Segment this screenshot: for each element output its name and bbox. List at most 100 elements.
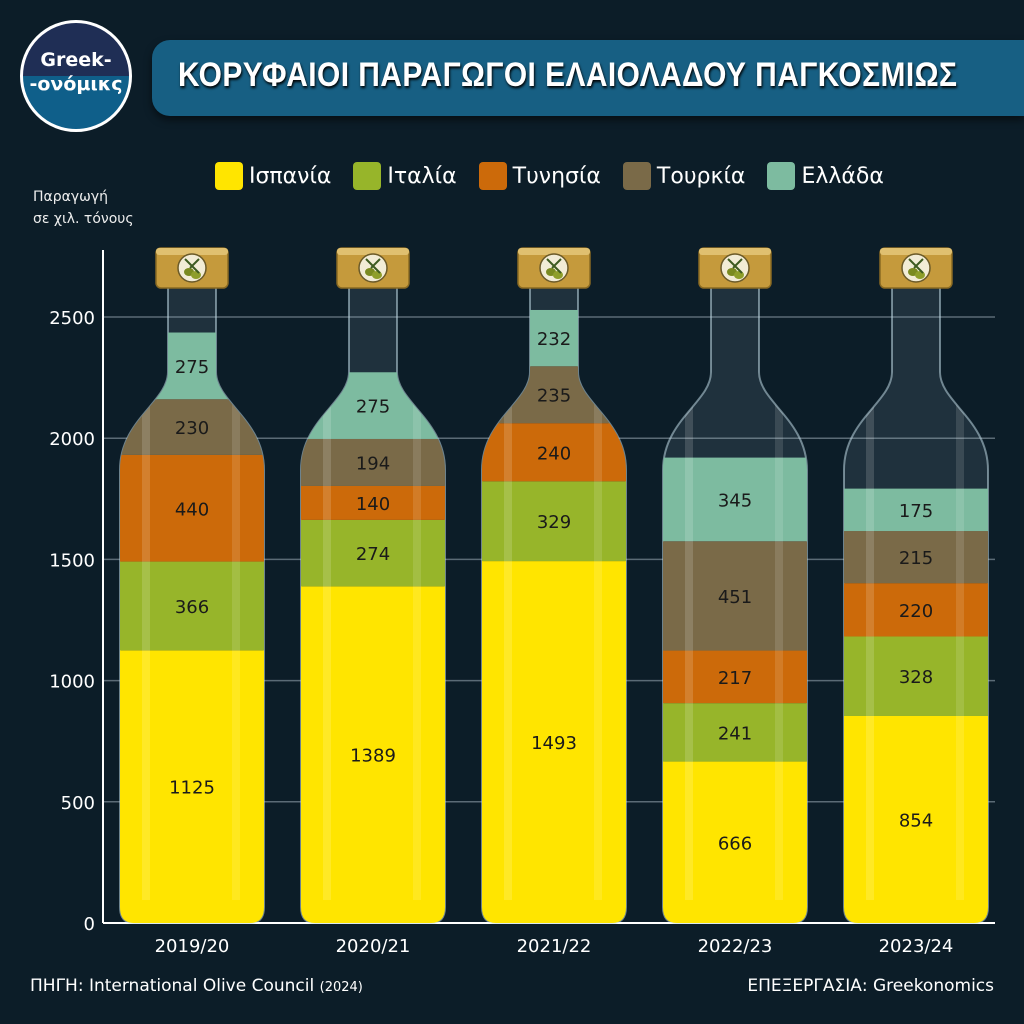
bottle-bar: 1125 366 440 230 275 — [119, 247, 265, 924]
legend-label: Τουρκία — [656, 163, 746, 189]
legend-item: Τουρκία — [622, 162, 746, 190]
x-tick-label: 2022/23 — [698, 936, 773, 957]
legend-swatch — [622, 162, 651, 190]
bar-segment — [301, 586, 445, 923]
y-tick-label: 500 — [61, 793, 95, 814]
legend-item: Ιταλία — [353, 162, 457, 190]
bottle-bar: 1493 329 240 235 232 — [481, 247, 627, 924]
logo-line2: -ονόμικς — [29, 73, 123, 95]
x-tick-label: 2020/21 — [336, 936, 411, 957]
page-title: ΚΟΡΥΦΑΙΟΙ ΠΑΡΑΓΩΓΟΙ ΕΛΑΙΟΛΑΔΟΥ ΠΑΓΚΟΣΜΙΩ… — [178, 56, 958, 94]
bar-segment — [663, 703, 807, 762]
data-label: 328 — [899, 667, 933, 688]
bar-segment — [120, 454, 264, 562]
greekonomics-logo: Greek- -ονόμικς — [20, 20, 132, 132]
data-label: 451 — [718, 587, 752, 608]
data-label: 175 — [899, 501, 933, 522]
legend-item: Ισπανία — [215, 162, 331, 190]
glass-highlight — [866, 300, 874, 900]
bar-segment — [844, 583, 988, 637]
legend-label: Ελλάδα — [801, 163, 884, 189]
glass-highlight — [956, 300, 964, 900]
y-tick-label: 1500 — [49, 550, 95, 571]
data-label: 235 — [537, 386, 571, 407]
data-label: 194 — [356, 453, 390, 474]
data-label: 215 — [899, 548, 933, 569]
bar-segment — [844, 531, 988, 584]
olive-icon — [539, 253, 569, 283]
y-tick-label: 1000 — [49, 672, 95, 693]
legend-item: Ελλάδα — [767, 162, 884, 190]
bar-segment — [663, 650, 807, 704]
x-tick-label: 2023/24 — [879, 936, 954, 957]
legend-swatch — [767, 162, 796, 190]
bar-segment — [844, 715, 988, 923]
glass-highlight — [142, 300, 150, 900]
data-label: 345 — [718, 490, 752, 511]
data-label: 232 — [537, 329, 571, 350]
data-label: 666 — [718, 833, 752, 854]
legend-label: Τυνησία — [512, 163, 601, 189]
data-label: 274 — [356, 544, 390, 565]
glass-highlight — [685, 300, 693, 900]
olive-icon — [901, 253, 931, 283]
bottle-bar: 854 328 220 215 175 — [843, 247, 989, 924]
data-label: 240 — [537, 443, 571, 464]
y-tick-label: 0 — [84, 914, 95, 935]
data-label: 275 — [175, 357, 209, 378]
credit-note: ΕΠΕΞΕΡΓΑΣΙΑ: Greekonomics — [747, 976, 994, 996]
olive-icon — [720, 253, 750, 283]
data-label: 1389 — [350, 746, 396, 767]
bar-segment — [482, 561, 626, 923]
data-label: 217 — [718, 668, 752, 689]
bar-segment — [482, 481, 626, 562]
glass-highlight — [504, 300, 512, 900]
bar-segment — [663, 761, 807, 923]
legend-label: Ισπανία — [249, 163, 332, 189]
olive-icon — [358, 253, 388, 283]
data-label: 366 — [175, 597, 209, 618]
y-tick-label: 2500 — [49, 308, 95, 329]
bar-segment — [663, 457, 807, 542]
glass-highlight — [413, 300, 421, 900]
logo-line1: Greek- — [40, 49, 112, 71]
source-label: ΠΗΓΗ: International Olive Council — [30, 976, 315, 996]
glass-highlight — [323, 300, 331, 900]
data-label: 220 — [899, 601, 933, 622]
y-axis-label-line1: Παραγωγή — [33, 189, 109, 205]
x-tick-label: 2021/22 — [517, 936, 592, 957]
bar-segment — [301, 485, 445, 520]
bar-segment — [844, 636, 988, 716]
legend-swatch — [478, 162, 507, 190]
bar-segment — [482, 423, 626, 482]
bar-segment — [120, 561, 264, 651]
data-label: 1493 — [531, 733, 577, 754]
legend-label: Ιταλία — [387, 163, 457, 189]
data-label: 440 — [175, 499, 209, 520]
data-label: 329 — [537, 512, 571, 533]
data-label: 275 — [356, 397, 390, 418]
legend-swatch — [215, 162, 243, 190]
y-axis-label: Παραγωγή σε χιλ. τόνους — [33, 186, 134, 230]
source-year: (2024) — [319, 980, 363, 995]
bar-segment — [844, 488, 988, 532]
data-label: 140 — [356, 494, 390, 515]
bottle-bar: 1389 274 140 194 275 — [300, 247, 446, 924]
bottle-bar: 666 241 217 451 345 — [662, 247, 808, 924]
y-tick-label: 2000 — [49, 429, 95, 450]
legend-item: Τυνησία — [478, 162, 601, 190]
bar-segment — [301, 519, 445, 587]
glass-highlight — [775, 300, 783, 900]
data-label: 854 — [899, 810, 933, 831]
data-label: 1125 — [169, 778, 215, 799]
bar-segment — [120, 650, 264, 923]
title-banner: ΚΟΡΥΦΑΙΟΙ ΠΑΡΑΓΩΓΟΙ ΕΛΑΙΟΛΑΔΟΥ ΠΑΓΚΟΣΜΙΩ… — [152, 40, 1024, 116]
olive-icon — [177, 253, 207, 283]
source-note: ΠΗΓΗ: International Olive Council (2024) — [30, 976, 363, 996]
data-label: 241 — [718, 723, 752, 744]
data-label: 230 — [175, 418, 209, 439]
legend-swatch — [353, 162, 382, 190]
bar-segment — [301, 438, 445, 486]
glass-highlight — [232, 300, 240, 900]
